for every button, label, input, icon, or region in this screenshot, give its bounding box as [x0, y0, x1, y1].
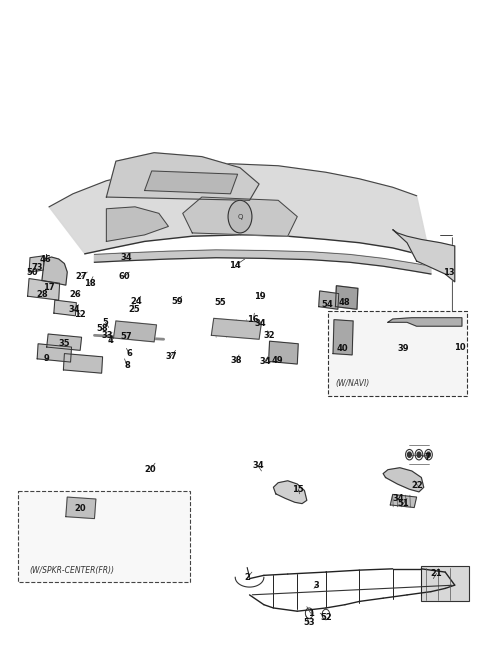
Text: 27: 27: [76, 272, 87, 281]
Text: 19: 19: [254, 291, 266, 301]
Polygon shape: [107, 153, 259, 200]
Polygon shape: [390, 495, 417, 508]
Text: 58: 58: [97, 324, 108, 333]
Text: 48: 48: [338, 298, 350, 307]
Polygon shape: [144, 171, 238, 194]
Polygon shape: [28, 278, 60, 300]
Polygon shape: [42, 257, 67, 285]
Text: 17: 17: [43, 282, 55, 291]
Text: 9: 9: [44, 354, 49, 364]
Text: 54: 54: [321, 299, 333, 309]
Circle shape: [427, 452, 431, 457]
Text: 55: 55: [214, 298, 226, 307]
Text: 34: 34: [254, 319, 266, 328]
Circle shape: [228, 200, 252, 233]
Polygon shape: [269, 341, 298, 364]
Text: 16: 16: [248, 315, 259, 324]
Polygon shape: [393, 230, 455, 282]
Text: 20: 20: [74, 504, 86, 513]
Polygon shape: [336, 286, 358, 309]
Text: 1: 1: [308, 608, 313, 618]
FancyBboxPatch shape: [421, 565, 469, 601]
Circle shape: [408, 452, 411, 457]
Polygon shape: [47, 334, 82, 350]
FancyBboxPatch shape: [328, 311, 467, 396]
Text: 49: 49: [271, 356, 283, 365]
Polygon shape: [333, 320, 353, 355]
Text: 51: 51: [397, 499, 409, 508]
Text: 53: 53: [303, 618, 315, 627]
Text: 60: 60: [119, 272, 131, 281]
Text: 34: 34: [393, 494, 404, 503]
Text: 14: 14: [229, 261, 241, 270]
Text: 4: 4: [107, 336, 113, 345]
Polygon shape: [114, 321, 156, 342]
Polygon shape: [66, 497, 96, 519]
Text: 32: 32: [264, 331, 276, 340]
Text: 3: 3: [313, 580, 319, 590]
FancyBboxPatch shape: [18, 491, 190, 582]
Polygon shape: [49, 163, 431, 261]
Polygon shape: [183, 197, 297, 236]
Text: 40: 40: [337, 344, 348, 353]
Polygon shape: [54, 300, 76, 316]
Polygon shape: [319, 291, 339, 309]
Polygon shape: [95, 250, 431, 274]
Circle shape: [417, 452, 421, 457]
Text: 6: 6: [126, 349, 132, 358]
Text: Q: Q: [237, 214, 243, 219]
Text: 7: 7: [424, 453, 430, 462]
Text: 2: 2: [245, 573, 251, 582]
Text: 50: 50: [26, 267, 38, 276]
Text: 21: 21: [431, 569, 443, 578]
Text: 10: 10: [454, 343, 465, 352]
Polygon shape: [383, 468, 424, 492]
Text: 46: 46: [40, 255, 52, 263]
Text: (W/NAVI): (W/NAVI): [336, 379, 370, 388]
Polygon shape: [211, 318, 262, 339]
Text: 25: 25: [128, 305, 140, 314]
Text: 5: 5: [103, 318, 108, 327]
Text: 52: 52: [320, 613, 332, 622]
Text: 28: 28: [36, 290, 48, 299]
Text: 15: 15: [292, 485, 304, 494]
Text: 35: 35: [59, 339, 70, 348]
Text: 39: 39: [397, 344, 409, 353]
Text: 20: 20: [144, 465, 156, 474]
Polygon shape: [107, 207, 168, 242]
Text: 59: 59: [171, 297, 183, 306]
Text: 34: 34: [252, 461, 264, 470]
Text: 18: 18: [84, 278, 96, 288]
Text: 26: 26: [70, 290, 81, 299]
Polygon shape: [274, 481, 307, 504]
Text: 73: 73: [31, 263, 43, 272]
Polygon shape: [388, 318, 462, 326]
Text: 34: 34: [120, 253, 132, 261]
Text: 57: 57: [120, 332, 132, 341]
Text: 8: 8: [124, 361, 130, 370]
Text: 33: 33: [102, 331, 113, 340]
Text: 22: 22: [412, 481, 423, 490]
Text: 24: 24: [130, 297, 142, 306]
Polygon shape: [63, 354, 103, 373]
Text: 13: 13: [443, 267, 455, 276]
Text: 37: 37: [165, 352, 177, 361]
Text: 38: 38: [230, 356, 242, 365]
Text: (W/SPKR-CENTER(FR)): (W/SPKR-CENTER(FR)): [29, 566, 114, 574]
Text: 34: 34: [68, 305, 80, 314]
Polygon shape: [37, 344, 72, 362]
Text: 34: 34: [259, 357, 271, 366]
Polygon shape: [29, 255, 44, 272]
Text: 12: 12: [74, 310, 86, 319]
